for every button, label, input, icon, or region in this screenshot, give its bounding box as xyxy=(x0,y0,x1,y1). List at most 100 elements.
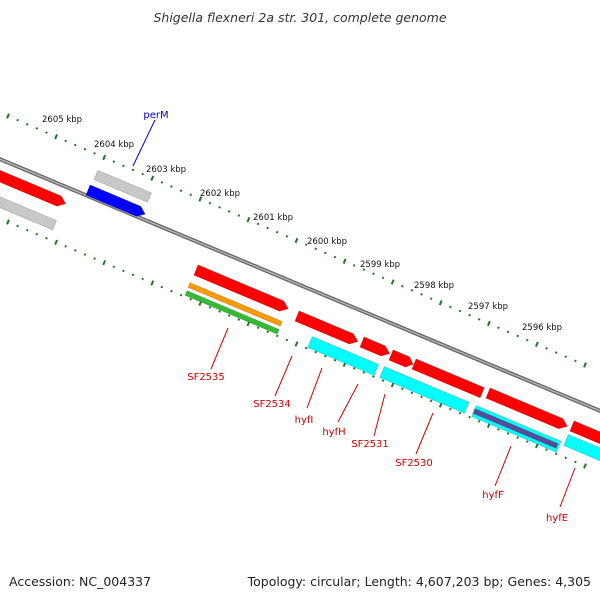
gene-label-perm[interactable]: perM xyxy=(143,110,168,121)
outer-tick xyxy=(314,247,318,251)
gene-label-sf2530[interactable]: SF2530 xyxy=(395,458,433,469)
outer-tick xyxy=(554,351,558,354)
ruler-tick-label: 2604 kbp xyxy=(94,140,134,150)
inner-tick xyxy=(237,318,241,321)
ruler-tick-label: 2603 kbp xyxy=(146,165,186,175)
ruler-tick-labels: 2605 kbp 2604 kbp 2603 kbp 2602 kbp 2601 kbp… xyxy=(42,115,562,333)
inner-tick xyxy=(477,419,481,423)
outer-tick xyxy=(218,205,221,209)
inner-tick xyxy=(266,330,269,334)
inner-tick xyxy=(381,379,385,382)
outer-tick xyxy=(333,255,337,259)
outer-tick xyxy=(304,243,308,246)
inner-tick xyxy=(324,354,327,358)
outer-tick-ring xyxy=(6,113,587,368)
inner-tick xyxy=(372,375,375,378)
outer-tick xyxy=(516,334,519,338)
outer-tick xyxy=(54,134,58,140)
outer-tick xyxy=(45,131,48,134)
gene-label-hyfh[interactable]: hyfH xyxy=(322,427,345,438)
gene-label-hyff[interactable]: hyfF xyxy=(482,490,504,501)
ruler-tick-label: 2596 kbp xyxy=(522,323,562,333)
callout-line xyxy=(274,355,293,397)
inner-tick xyxy=(545,448,548,452)
gene-label-sf2534[interactable]: SF2534 xyxy=(253,399,291,410)
gene-features xyxy=(0,169,600,462)
outer-tick xyxy=(410,288,414,292)
gene-label-sf2535[interactable]: SF2535 xyxy=(187,372,225,383)
outer-tick xyxy=(294,237,299,244)
inner-tick xyxy=(554,452,558,456)
outer-tick xyxy=(141,172,144,176)
outer-tick xyxy=(160,181,164,184)
inner-tick-ring xyxy=(6,219,587,469)
outer-tick xyxy=(429,297,433,300)
callout-line xyxy=(306,367,323,409)
inner-tick xyxy=(83,253,87,256)
inner-tick xyxy=(16,224,19,228)
cds-forward-gene xyxy=(359,336,391,357)
outer-tick xyxy=(477,318,481,321)
outer-tick xyxy=(458,309,462,313)
outer-tick xyxy=(35,127,39,130)
inner-tick xyxy=(25,228,29,232)
gene-label-hyfi[interactable]: hyfI xyxy=(295,415,314,426)
cds-reverse-gene xyxy=(379,366,470,414)
cds-forward-gene xyxy=(485,387,568,430)
ruler-tick-label: 2605 kbp xyxy=(42,115,82,125)
inner-tick xyxy=(574,460,577,464)
gene-label-hyfe[interactable]: hyfE xyxy=(546,513,568,524)
outer-tick xyxy=(564,355,568,359)
outer-tick xyxy=(150,175,155,181)
inner-tick xyxy=(468,415,471,419)
pseudo-gene xyxy=(93,170,152,203)
inner-tick xyxy=(141,277,144,281)
outer-tick xyxy=(198,196,203,202)
callout-line xyxy=(337,383,359,423)
outer-tick xyxy=(237,214,241,217)
outer-tick xyxy=(93,152,96,155)
outer-tick xyxy=(390,279,395,285)
inner-tick xyxy=(54,239,58,246)
inner-tick xyxy=(583,463,587,469)
outer-tick xyxy=(342,258,347,264)
map-title: Shigella flexneri 2a str. 301, complete … xyxy=(153,10,446,25)
outer-tick xyxy=(497,326,500,329)
outer-tick xyxy=(122,164,125,168)
ruler-tick-label: 2601 kbp xyxy=(253,213,293,223)
outer-tick xyxy=(275,230,279,234)
inner-tick xyxy=(131,273,135,277)
inner-tick xyxy=(400,387,404,391)
inner-tick xyxy=(170,289,173,293)
callout-line xyxy=(210,327,229,370)
ruler-tick-label: 2602 kbp xyxy=(200,189,240,199)
callout-line xyxy=(415,412,434,455)
outer-tick xyxy=(381,276,385,280)
outer-tick xyxy=(545,347,548,350)
callout-line xyxy=(559,467,576,508)
inner-tick xyxy=(179,293,183,297)
outer-tick xyxy=(83,147,87,151)
ruler-tick-label: 2598 kbp xyxy=(414,281,454,291)
ruler-tick-label: 2599 kbp xyxy=(360,260,400,270)
inner-tick xyxy=(285,338,289,342)
outer-tick xyxy=(25,122,29,126)
gene-label-sf2531[interactable]: SF2531 xyxy=(351,439,389,450)
orange-gene xyxy=(187,282,283,327)
inner-tick xyxy=(150,280,155,286)
outer-tick xyxy=(6,113,10,119)
outer-tick xyxy=(246,217,251,223)
outer-tick xyxy=(525,338,529,342)
outer-tick xyxy=(449,305,452,309)
callout-line xyxy=(373,393,386,437)
outer-tick xyxy=(285,235,289,238)
inner-tick xyxy=(93,257,96,260)
inner-tick xyxy=(208,306,212,309)
ruler-tick-label: 2600 kbp xyxy=(307,237,347,247)
cds-forward-gene xyxy=(411,358,485,399)
inner-tick xyxy=(362,371,366,374)
inner-tick xyxy=(74,249,77,252)
outer-tick xyxy=(102,154,107,161)
inner-tick xyxy=(275,334,279,338)
